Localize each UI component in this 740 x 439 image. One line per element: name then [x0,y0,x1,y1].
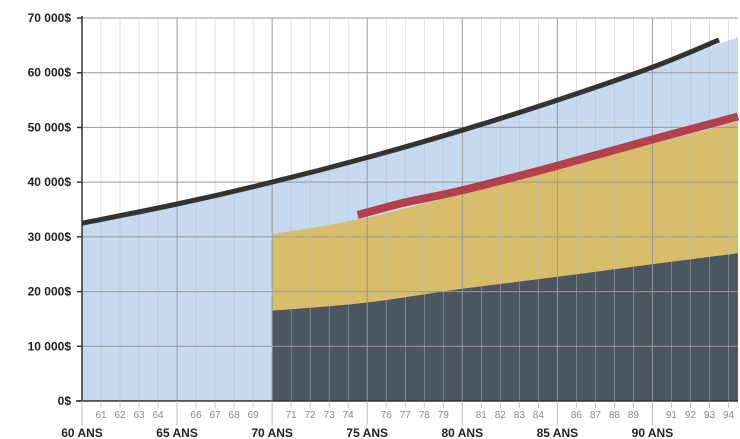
x-tick-label-minor: 72 [305,410,317,421]
x-tick-label-minor: 76 [381,410,393,421]
x-tick-label-minor: 67 [210,410,222,421]
y-tick-label: 60 000$ [28,66,72,80]
x-tick-label-minor: 78 [419,410,431,421]
x-tick-label-minor: 88 [609,410,621,421]
x-tick-label-minor: 69 [248,410,260,421]
tick-label-layer: 0$ 10 000$ 20 000$ 30 000$ 40 000$ 50 000$ 60 … [28,11,735,439]
x-tick-label-minor: 71 [286,410,298,421]
x-tick-label-major: 70 ANS [251,426,293,439]
x-tick-label-minor: 93 [704,410,716,421]
x-tick-label-minor: 92 [685,410,697,421]
x-tick-label-minor: 91 [666,410,678,421]
y-tick-label: 20 000$ [28,285,72,299]
x-tick-label-minor: 74 [343,410,355,421]
axes-layer [76,16,738,425]
x-tick-label-major: 85 ANS [537,426,579,439]
y-tick-label: 50 000$ [28,120,72,134]
x-tick-label-minor: 84 [533,410,545,421]
y-tick-label: 40 000$ [28,175,72,189]
x-tick-label-major: 90 ANS [632,426,674,439]
line-series-1 [81,37,720,226]
x-tick-label-major: 75 ANS [346,426,388,439]
x-tick-label-minor: 62 [114,410,126,421]
area-layer [82,37,738,401]
y-tick-label: 30 000$ [28,230,72,244]
x-tick-label-minor: 89 [628,410,640,421]
x-tick-label-minor: 77 [400,410,412,421]
x-tick-label-minor: 94 [723,410,735,421]
x-tick-label-minor: 82 [495,410,507,421]
x-tick-label-minor: 83 [514,410,526,421]
x-tick-label-minor: 81 [476,410,488,421]
x-tick-label-minor: 68 [229,410,241,421]
x-tick-label-major: 65 ANS [156,426,198,439]
x-tick-label-minor: 87 [590,410,602,421]
x-tick-label-minor: 61 [95,410,107,421]
area-series-3 [272,253,738,401]
line-series-2 [356,112,740,219]
y-tick-label: 0$ [58,394,72,408]
x-tick-label-minor: 73 [324,410,336,421]
x-tick-label-major: 80 ANS [442,426,484,439]
x-tick-label-minor: 79 [438,410,450,421]
x-tick-label-minor: 63 [133,410,145,421]
x-tick-label-minor: 86 [571,410,583,421]
y-tick-label: 70 000$ [28,11,72,25]
line-layer [81,37,740,226]
x-tick-label-minor: 64 [152,410,164,421]
x-tick-label-minor: 66 [191,410,203,421]
y-tick-label: 10 000$ [28,339,72,353]
x-tick-label-major: 60 ANS [61,426,103,439]
grid-layer [81,17,738,401]
